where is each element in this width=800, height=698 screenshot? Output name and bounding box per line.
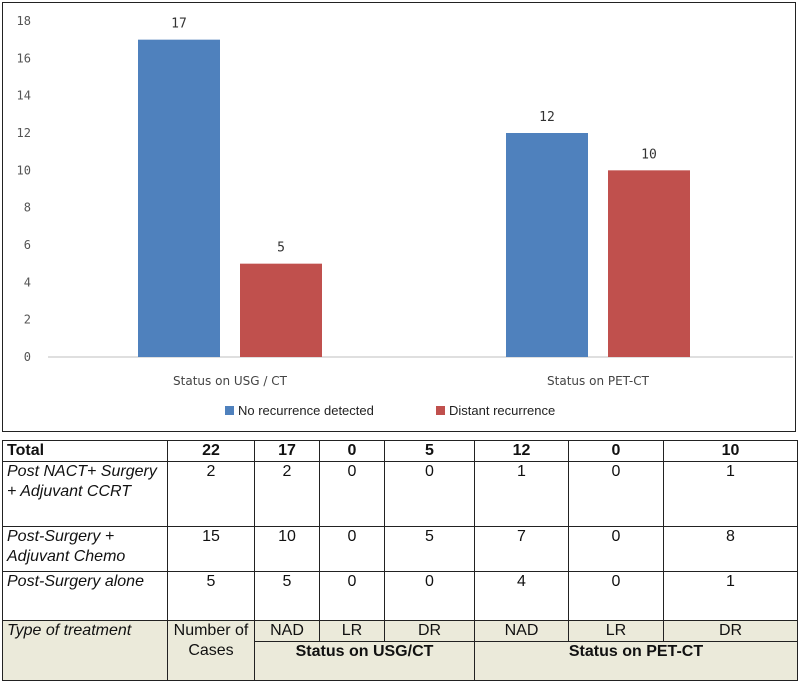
status-usg-group-header: Status on USG/CT [254,641,475,681]
group-header-row: Status on USG/CT Status on PET-CT [3,641,798,681]
bar-value-label: 10 [641,147,657,162]
legend-swatch [225,406,234,415]
bar-chart: 0 2 4 6 8 10 12 14 16 18 17 5 12 10 Status on USG / … [17,14,793,418]
cell-pet-lr: 0 [568,461,664,527]
bar-data-labels: 17 5 12 10 [171,17,657,256]
cell-pet-nad: 4 [474,571,569,621]
total-label: Total [2,440,168,462]
sub-header-usg-nad: NAD [254,620,320,642]
total-cases: 22 [167,440,255,462]
bar-value-label: 12 [539,110,555,125]
total-pet-lr: 0 [568,440,664,462]
bar [138,39,220,358]
cell-usg-nad: 10 [254,526,320,572]
type-of-treatment-header: Type of treatment [2,620,168,681]
y-tick-label: 18 [17,14,31,28]
bar [608,170,690,357]
cell-usg-dr: 5 [384,526,475,572]
legend-swatch [436,406,445,415]
cell-usg-dr: 0 [384,461,475,527]
cell-usg-dr: 0 [384,571,475,621]
total-pet-dr: 10 [663,440,798,462]
treatment-table: Total 22 17 0 5 12 0 10 Post NACT+ Surge… [2,440,798,681]
header-row: Type of treatment Number of Cases NAD LR… [2,620,798,681]
bar-value-label: 5 [277,241,285,256]
category-labels: Status on USG / CT Status on PET-CT [173,374,650,388]
cell-pet-dr: 1 [663,571,798,621]
sub-header-usg-dr: DR [384,620,475,642]
cell-usg-lr: 0 [319,526,385,572]
cell-pet-nad: 1 [474,461,569,527]
bars-group [138,39,690,358]
bar [240,263,322,357]
legend: No recurrence detected Distant recurrence [225,403,555,418]
sub-header-pet-dr: DR [663,620,798,642]
y-tick-label: 2 [24,313,31,327]
y-tick-label: 10 [17,163,31,177]
cell-pet-lr: 0 [568,526,664,572]
total-usg-lr: 0 [319,440,385,462]
y-tick-label: 4 [24,275,31,289]
cell-pet-lr: 0 [568,571,664,621]
cell-usg-lr: 0 [319,461,385,527]
cell-usg-lr: 0 [319,571,385,621]
cell-pet-dr: 1 [663,461,798,527]
table-row: Post-Surgery + Adjuvant Chemo 15 10 0 5 … [2,526,798,572]
y-axis-ticks: 0 2 4 6 8 10 12 14 16 18 [17,14,31,364]
y-tick-label: 8 [24,201,31,215]
legend-label: No recurrence detected [238,403,374,418]
sub-header-usg-lr: LR [319,620,385,642]
status-pet-group-header: Status on PET-CT [474,641,798,681]
legend-label: Distant recurrence [449,403,555,418]
sub-header-pet-lr: LR [568,620,664,642]
y-tick-label: 14 [17,89,31,103]
cell-cases: 2 [167,461,255,527]
cell-usg-nad: 2 [254,461,320,527]
chart-panel: 0 2 4 6 8 10 12 14 16 18 17 5 12 10 Status on USG / … [2,2,796,432]
table-row: Post NACT+ Surgery + Adjuvant CCRT 2 2 0… [2,461,798,527]
y-tick-label: 0 [24,350,31,364]
cell-cases: 5 [167,571,255,621]
category-label: Status on PET-CT [547,374,650,388]
table-row: Post-Surgery alone 5 5 0 0 4 0 1 [2,571,798,621]
category-label: Status on USG / CT [173,374,288,388]
y-tick-label: 16 [17,51,31,65]
sub-header-pet-nad: NAD [474,620,569,642]
total-row: Total 22 17 0 5 12 0 10 [2,440,798,462]
cell-usg-nad: 5 [254,571,320,621]
bar [506,133,588,357]
row-label: Post NACT+ Surgery + Adjuvant CCRT [2,461,168,527]
total-pet-nad: 12 [474,440,569,462]
number-of-cases-header: Number of Cases [167,620,255,681]
bar-value-label: 17 [171,17,187,32]
cell-cases: 15 [167,526,255,572]
total-usg-nad: 17 [254,440,320,462]
cell-pet-dr: 8 [663,526,798,572]
total-usg-dr: 5 [384,440,475,462]
row-label: Post-Surgery + Adjuvant Chemo [2,526,168,572]
row-label: Post-Surgery alone [2,571,168,621]
y-tick-label: 12 [17,126,31,140]
cell-pet-nad: 7 [474,526,569,572]
y-tick-label: 6 [24,238,31,252]
